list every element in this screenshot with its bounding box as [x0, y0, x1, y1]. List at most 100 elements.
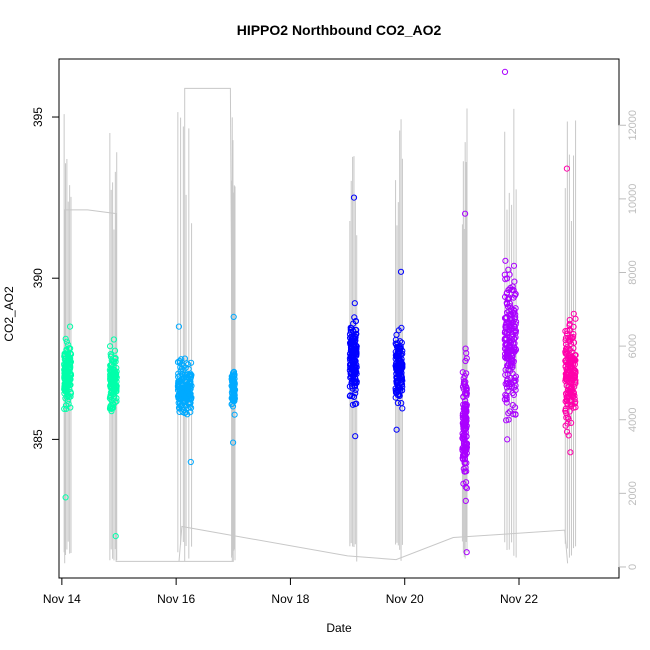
data-point-flight-4: [505, 266, 512, 273]
data-point-flight-5: [563, 376, 571, 383]
data-point-flight-4: [512, 321, 519, 328]
data-point-flight-4: [461, 390, 469, 397]
data-point-flight-3: [351, 369, 358, 376]
data-point-flight-3: [398, 339, 405, 346]
data-point-flight-4: [463, 549, 470, 556]
altitude-trace: [63, 87, 577, 564]
right-axis: 0 2000 4000 6000 8000 10000 12000: [618, 110, 639, 570]
data-point-flight-5: [566, 408, 573, 415]
data-point-flight-2: [230, 313, 237, 320]
data-point-flight-2: [230, 374, 237, 381]
data-point-flight-1: [61, 353, 68, 360]
data-point-flight-1: [62, 386, 69, 393]
data-point-flight-4: [505, 379, 512, 386]
data-point-flight-2: [175, 370, 182, 377]
data-point-flight-3: [351, 357, 358, 364]
data-point-flight-2: [175, 378, 182, 385]
right-tick-label: 10000: [627, 184, 639, 215]
data-point-flight-4: [510, 262, 518, 269]
data-point-flight-5: [570, 333, 577, 341]
data-point-flight-4: [460, 380, 468, 387]
data-point-flight-2: [187, 374, 194, 381]
data-point-flight-4: [462, 441, 469, 448]
data-point-flight-2: [230, 439, 237, 446]
data-point-flight-4: [461, 431, 468, 438]
data-point-flight-5: [566, 327, 573, 334]
data-point-flight-1: [65, 400, 72, 407]
data-point-flight-5: [569, 374, 577, 381]
data-point-flight-4: [462, 406, 469, 413]
data-point-flight-3: [351, 339, 358, 346]
data-point-flight-3: [347, 374, 354, 381]
data-point-flight-1: [65, 372, 72, 379]
data-point-flight-2: [188, 359, 195, 366]
data-point-flight-5: [572, 357, 579, 364]
right-tick-label: 0: [627, 564, 639, 570]
data-point-flight-4: [503, 289, 511, 296]
data-point-flight-4: [505, 416, 512, 423]
data-point-flight-2: [229, 381, 236, 388]
data-point-flight-4: [505, 410, 512, 417]
data-point-flight-5: [568, 419, 575, 426]
data-point-flight-1: [66, 386, 73, 393]
data-point-flight-5: [565, 432, 572, 439]
data-point-flight-4: [508, 314, 515, 321]
data-point-flight-4: [511, 292, 519, 299]
data-point-flight-1: [67, 351, 75, 358]
data-point-flight-3: [393, 426, 400, 433]
data-point-flight-2: [176, 357, 183, 365]
data-point-flight-5: [562, 337, 569, 344]
data-point-flight-4: [504, 296, 511, 303]
data-point-flight-1: [67, 350, 74, 357]
data-point-flight-4: [505, 366, 512, 373]
data-point-flight-4: [512, 411, 519, 418]
data-point-flight-1: [67, 404, 74, 411]
data-point-flight-5: [564, 414, 572, 421]
data-point-flight-4: [460, 378, 468, 385]
data-point-flight-1: [61, 350, 68, 357]
data-point-flight-3: [351, 300, 358, 307]
data-point-flight-3: [352, 433, 359, 440]
data-point-flight-4: [502, 351, 509, 358]
data-point-flight-2: [185, 365, 192, 373]
data-point-flight-2: [229, 403, 237, 410]
data-point-flight-1: [108, 384, 115, 391]
data-point-flight-1: [113, 388, 120, 395]
data-point-flight-4: [502, 257, 509, 264]
data-point-flight-3: [395, 390, 403, 397]
data-point-flight-1: [62, 335, 69, 342]
scatter-points: [61, 68, 579, 556]
data-point-flight-2: [230, 378, 237, 385]
data-point-flight-5: [567, 384, 574, 391]
data-point-flight-2: [231, 395, 238, 402]
right-tick-label: 2000: [627, 481, 639, 505]
data-point-flight-1: [63, 405, 70, 412]
data-point-flight-3: [394, 379, 401, 386]
data-point-flight-5: [563, 393, 570, 400]
data-point-flight-4: [507, 303, 514, 310]
data-point-flight-4: [461, 468, 469, 475]
data-point-flight-3: [398, 324, 405, 331]
data-point-flight-2: [184, 391, 192, 398]
chart-title: HIPPO2 Northbound CO2_AO2: [237, 22, 442, 38]
data-point-flight-3: [350, 194, 358, 201]
data-point-flight-2: [229, 395, 236, 402]
data-point-flight-4: [509, 402, 516, 409]
data-point-flight-5: [562, 377, 569, 385]
data-point-flight-4: [462, 497, 469, 504]
data-point-flight-3: [397, 268, 405, 275]
data-point-flight-4: [460, 480, 467, 487]
x-tick-label: Nov 14: [43, 592, 81, 606]
data-point-flight-5: [564, 327, 571, 334]
data-point-flight-4: [512, 311, 519, 318]
data-point-flight-5: [568, 399, 575, 406]
data-point-flight-1: [107, 371, 114, 378]
data-point-flight-4: [511, 308, 518, 315]
data-point-flight-4: [502, 391, 509, 398]
data-point-flight-5: [572, 315, 579, 322]
data-point-flight-5: [566, 346, 574, 353]
data-point-flight-3: [347, 328, 354, 335]
y-tick-label: 390: [31, 268, 45, 288]
data-point-flight-5: [564, 397, 571, 404]
data-point-flight-1: [107, 404, 114, 411]
